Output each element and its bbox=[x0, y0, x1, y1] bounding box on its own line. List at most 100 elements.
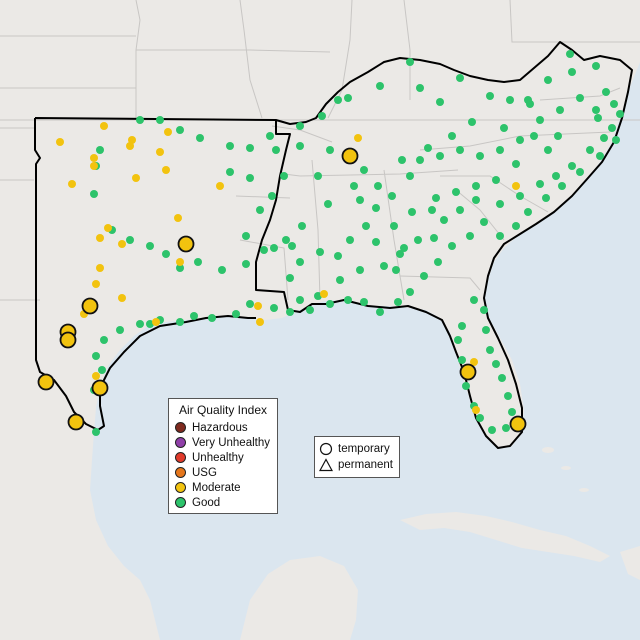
good-monitor-marker[interactable] bbox=[480, 306, 488, 314]
good-monitor-marker[interactable] bbox=[492, 176, 500, 184]
good-monitor-marker[interactable] bbox=[594, 114, 602, 122]
good-monitor-marker[interactable] bbox=[610, 100, 618, 108]
good-monitor-marker[interactable] bbox=[96, 146, 104, 154]
good-monitor-marker[interactable] bbox=[344, 94, 352, 102]
good-monitor-marker[interactable] bbox=[506, 96, 514, 104]
good-monitor-marker[interactable] bbox=[280, 172, 288, 180]
good-monitor-marker[interactable] bbox=[496, 232, 504, 240]
good-monitor-marker[interactable] bbox=[516, 136, 524, 144]
good-monitor-marker[interactable] bbox=[496, 146, 504, 154]
good-monitor-marker[interactable] bbox=[334, 252, 342, 260]
moderate-monitor-marker[interactable] bbox=[90, 154, 98, 162]
good-monitor-marker[interactable] bbox=[568, 68, 576, 76]
good-monitor-marker[interactable] bbox=[246, 300, 254, 308]
good-monitor-marker[interactable] bbox=[92, 428, 100, 436]
moderate-monitor-marker[interactable] bbox=[104, 224, 112, 232]
good-monitor-marker[interactable] bbox=[376, 308, 384, 316]
good-monitor-marker[interactable] bbox=[576, 94, 584, 102]
moderate-monitor-marker[interactable] bbox=[56, 138, 64, 146]
moderate-monitor-marker[interactable] bbox=[162, 166, 170, 174]
moderate-monitor-marker[interactable] bbox=[100, 122, 108, 130]
moderate-monitor-marker[interactable] bbox=[174, 214, 182, 222]
good-monitor-marker[interactable] bbox=[432, 194, 440, 202]
good-monitor-marker[interactable] bbox=[282, 236, 290, 244]
good-monitor-marker[interactable] bbox=[260, 246, 268, 254]
good-monitor-marker[interactable] bbox=[90, 190, 98, 198]
good-monitor-marker[interactable] bbox=[440, 216, 448, 224]
good-monitor-marker[interactable] bbox=[448, 242, 456, 250]
moderate-monitor-marker[interactable] bbox=[470, 358, 478, 366]
good-monitor-marker[interactable] bbox=[544, 76, 552, 84]
good-monitor-marker[interactable] bbox=[454, 336, 462, 344]
good-monitor-marker[interactable] bbox=[436, 152, 444, 160]
good-monitor-marker[interactable] bbox=[146, 242, 154, 250]
good-monitor-marker[interactable] bbox=[190, 312, 198, 320]
good-monitor-marker[interactable] bbox=[374, 182, 382, 190]
good-monitor-marker[interactable] bbox=[472, 196, 480, 204]
good-monitor-marker[interactable] bbox=[434, 258, 442, 266]
good-monitor-marker[interactable] bbox=[272, 146, 280, 154]
good-monitor-marker[interactable] bbox=[592, 62, 600, 70]
good-monitor-marker[interactable] bbox=[396, 250, 404, 258]
good-monitor-marker[interactable] bbox=[596, 152, 604, 160]
good-monitor-marker[interactable] bbox=[296, 296, 304, 304]
good-monitor-marker[interactable] bbox=[544, 146, 552, 154]
good-monitor-marker[interactable] bbox=[600, 134, 608, 142]
good-monitor-marker[interactable] bbox=[476, 152, 484, 160]
moderate-monitor-marker[interactable] bbox=[96, 264, 104, 272]
good-monitor-marker[interactable] bbox=[356, 196, 364, 204]
good-monitor-marker[interactable] bbox=[296, 122, 304, 130]
good-monitor-marker[interactable] bbox=[566, 50, 574, 58]
good-monitor-marker[interactable] bbox=[136, 320, 144, 328]
good-monitor-marker[interactable] bbox=[232, 310, 240, 318]
temporary-moderate-monitor-marker[interactable] bbox=[67, 413, 85, 431]
good-monitor-marker[interactable] bbox=[356, 266, 364, 274]
good-monitor-marker[interactable] bbox=[612, 136, 620, 144]
moderate-monitor-marker[interactable] bbox=[132, 174, 140, 182]
good-monitor-marker[interactable] bbox=[326, 146, 334, 154]
good-monitor-marker[interactable] bbox=[372, 238, 380, 246]
temporary-moderate-monitor-marker[interactable] bbox=[37, 373, 55, 391]
good-monitor-marker[interactable] bbox=[256, 206, 264, 214]
good-monitor-marker[interactable] bbox=[436, 98, 444, 106]
good-monitor-marker[interactable] bbox=[480, 218, 488, 226]
good-monitor-marker[interactable] bbox=[390, 222, 398, 230]
good-monitor-marker[interactable] bbox=[246, 144, 254, 152]
good-monitor-marker[interactable] bbox=[558, 182, 566, 190]
good-monitor-marker[interactable] bbox=[286, 308, 294, 316]
good-monitor-marker[interactable] bbox=[226, 142, 234, 150]
good-monitor-marker[interactable] bbox=[98, 366, 106, 374]
moderate-monitor-marker[interactable] bbox=[92, 280, 100, 288]
good-monitor-marker[interactable] bbox=[476, 414, 484, 422]
good-monitor-marker[interactable] bbox=[552, 172, 560, 180]
good-monitor-marker[interactable] bbox=[462, 382, 470, 390]
good-monitor-marker[interactable] bbox=[482, 326, 490, 334]
good-monitor-marker[interactable] bbox=[286, 274, 294, 282]
good-monitor-marker[interactable] bbox=[468, 118, 476, 126]
good-monitor-marker[interactable] bbox=[394, 298, 402, 306]
good-monitor-marker[interactable] bbox=[530, 132, 538, 140]
good-monitor-marker[interactable] bbox=[326, 300, 334, 308]
good-monitor-marker[interactable] bbox=[504, 392, 512, 400]
good-monitor-marker[interactable] bbox=[398, 156, 406, 164]
good-monitor-marker[interactable] bbox=[266, 132, 274, 140]
good-monitor-marker[interactable] bbox=[306, 306, 314, 314]
good-monitor-marker[interactable] bbox=[242, 232, 250, 240]
temporary-moderate-monitor-marker[interactable] bbox=[341, 147, 359, 165]
good-monitor-marker[interactable] bbox=[400, 244, 408, 252]
good-monitor-marker[interactable] bbox=[136, 116, 144, 124]
good-monitor-marker[interactable] bbox=[608, 124, 616, 132]
good-monitor-marker[interactable] bbox=[334, 96, 342, 104]
good-monitor-marker[interactable] bbox=[492, 360, 500, 368]
moderate-monitor-marker[interactable] bbox=[216, 182, 224, 190]
good-monitor-marker[interactable] bbox=[500, 124, 508, 132]
good-monitor-marker[interactable] bbox=[498, 374, 506, 382]
good-monitor-marker[interactable] bbox=[270, 304, 278, 312]
good-monitor-marker[interactable] bbox=[568, 162, 576, 170]
moderate-monitor-marker[interactable] bbox=[512, 182, 520, 190]
good-monitor-marker[interactable] bbox=[156, 116, 164, 124]
good-monitor-marker[interactable] bbox=[502, 424, 510, 432]
good-monitor-marker[interactable] bbox=[556, 106, 564, 114]
good-monitor-marker[interactable] bbox=[516, 192, 524, 200]
good-monitor-marker[interactable] bbox=[452, 188, 460, 196]
